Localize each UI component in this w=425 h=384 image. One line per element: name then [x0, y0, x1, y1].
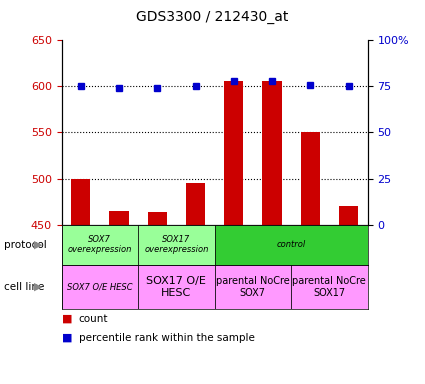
Text: percentile rank within the sample: percentile rank within the sample — [79, 333, 255, 343]
Bar — [215, 265, 291, 309]
Bar — [62, 265, 138, 309]
Text: parental NoCre
SOX7: parental NoCre SOX7 — [216, 276, 290, 298]
Text: SOX7 O/E HESC: SOX7 O/E HESC — [67, 283, 133, 291]
Text: parental NoCre
SOX17: parental NoCre SOX17 — [292, 276, 366, 298]
Bar — [262, 81, 281, 225]
Text: SOX7
overexpression: SOX7 overexpression — [68, 235, 132, 255]
Text: GDS3300 / 212430_at: GDS3300 / 212430_at — [136, 10, 289, 24]
Bar — [215, 225, 368, 265]
Text: SOX17 O/E
HESC: SOX17 O/E HESC — [147, 276, 206, 298]
Bar — [291, 265, 368, 309]
Bar — [138, 225, 215, 265]
Bar — [224, 81, 243, 225]
Text: cell line: cell line — [4, 282, 45, 292]
Bar — [186, 183, 205, 225]
Text: protocol: protocol — [4, 240, 47, 250]
Bar — [339, 206, 358, 225]
Text: ■: ■ — [62, 314, 72, 324]
Bar — [138, 265, 215, 309]
Bar — [62, 225, 138, 265]
Text: ▶: ▶ — [34, 282, 42, 292]
Bar — [148, 212, 167, 225]
Text: ▶: ▶ — [34, 240, 42, 250]
Text: SOX17
overexpression: SOX17 overexpression — [144, 235, 209, 255]
Text: ■: ■ — [62, 333, 72, 343]
Bar — [71, 179, 90, 225]
Bar — [300, 132, 320, 225]
Text: count: count — [79, 314, 108, 324]
Text: control: control — [277, 240, 306, 249]
Bar — [109, 211, 128, 225]
